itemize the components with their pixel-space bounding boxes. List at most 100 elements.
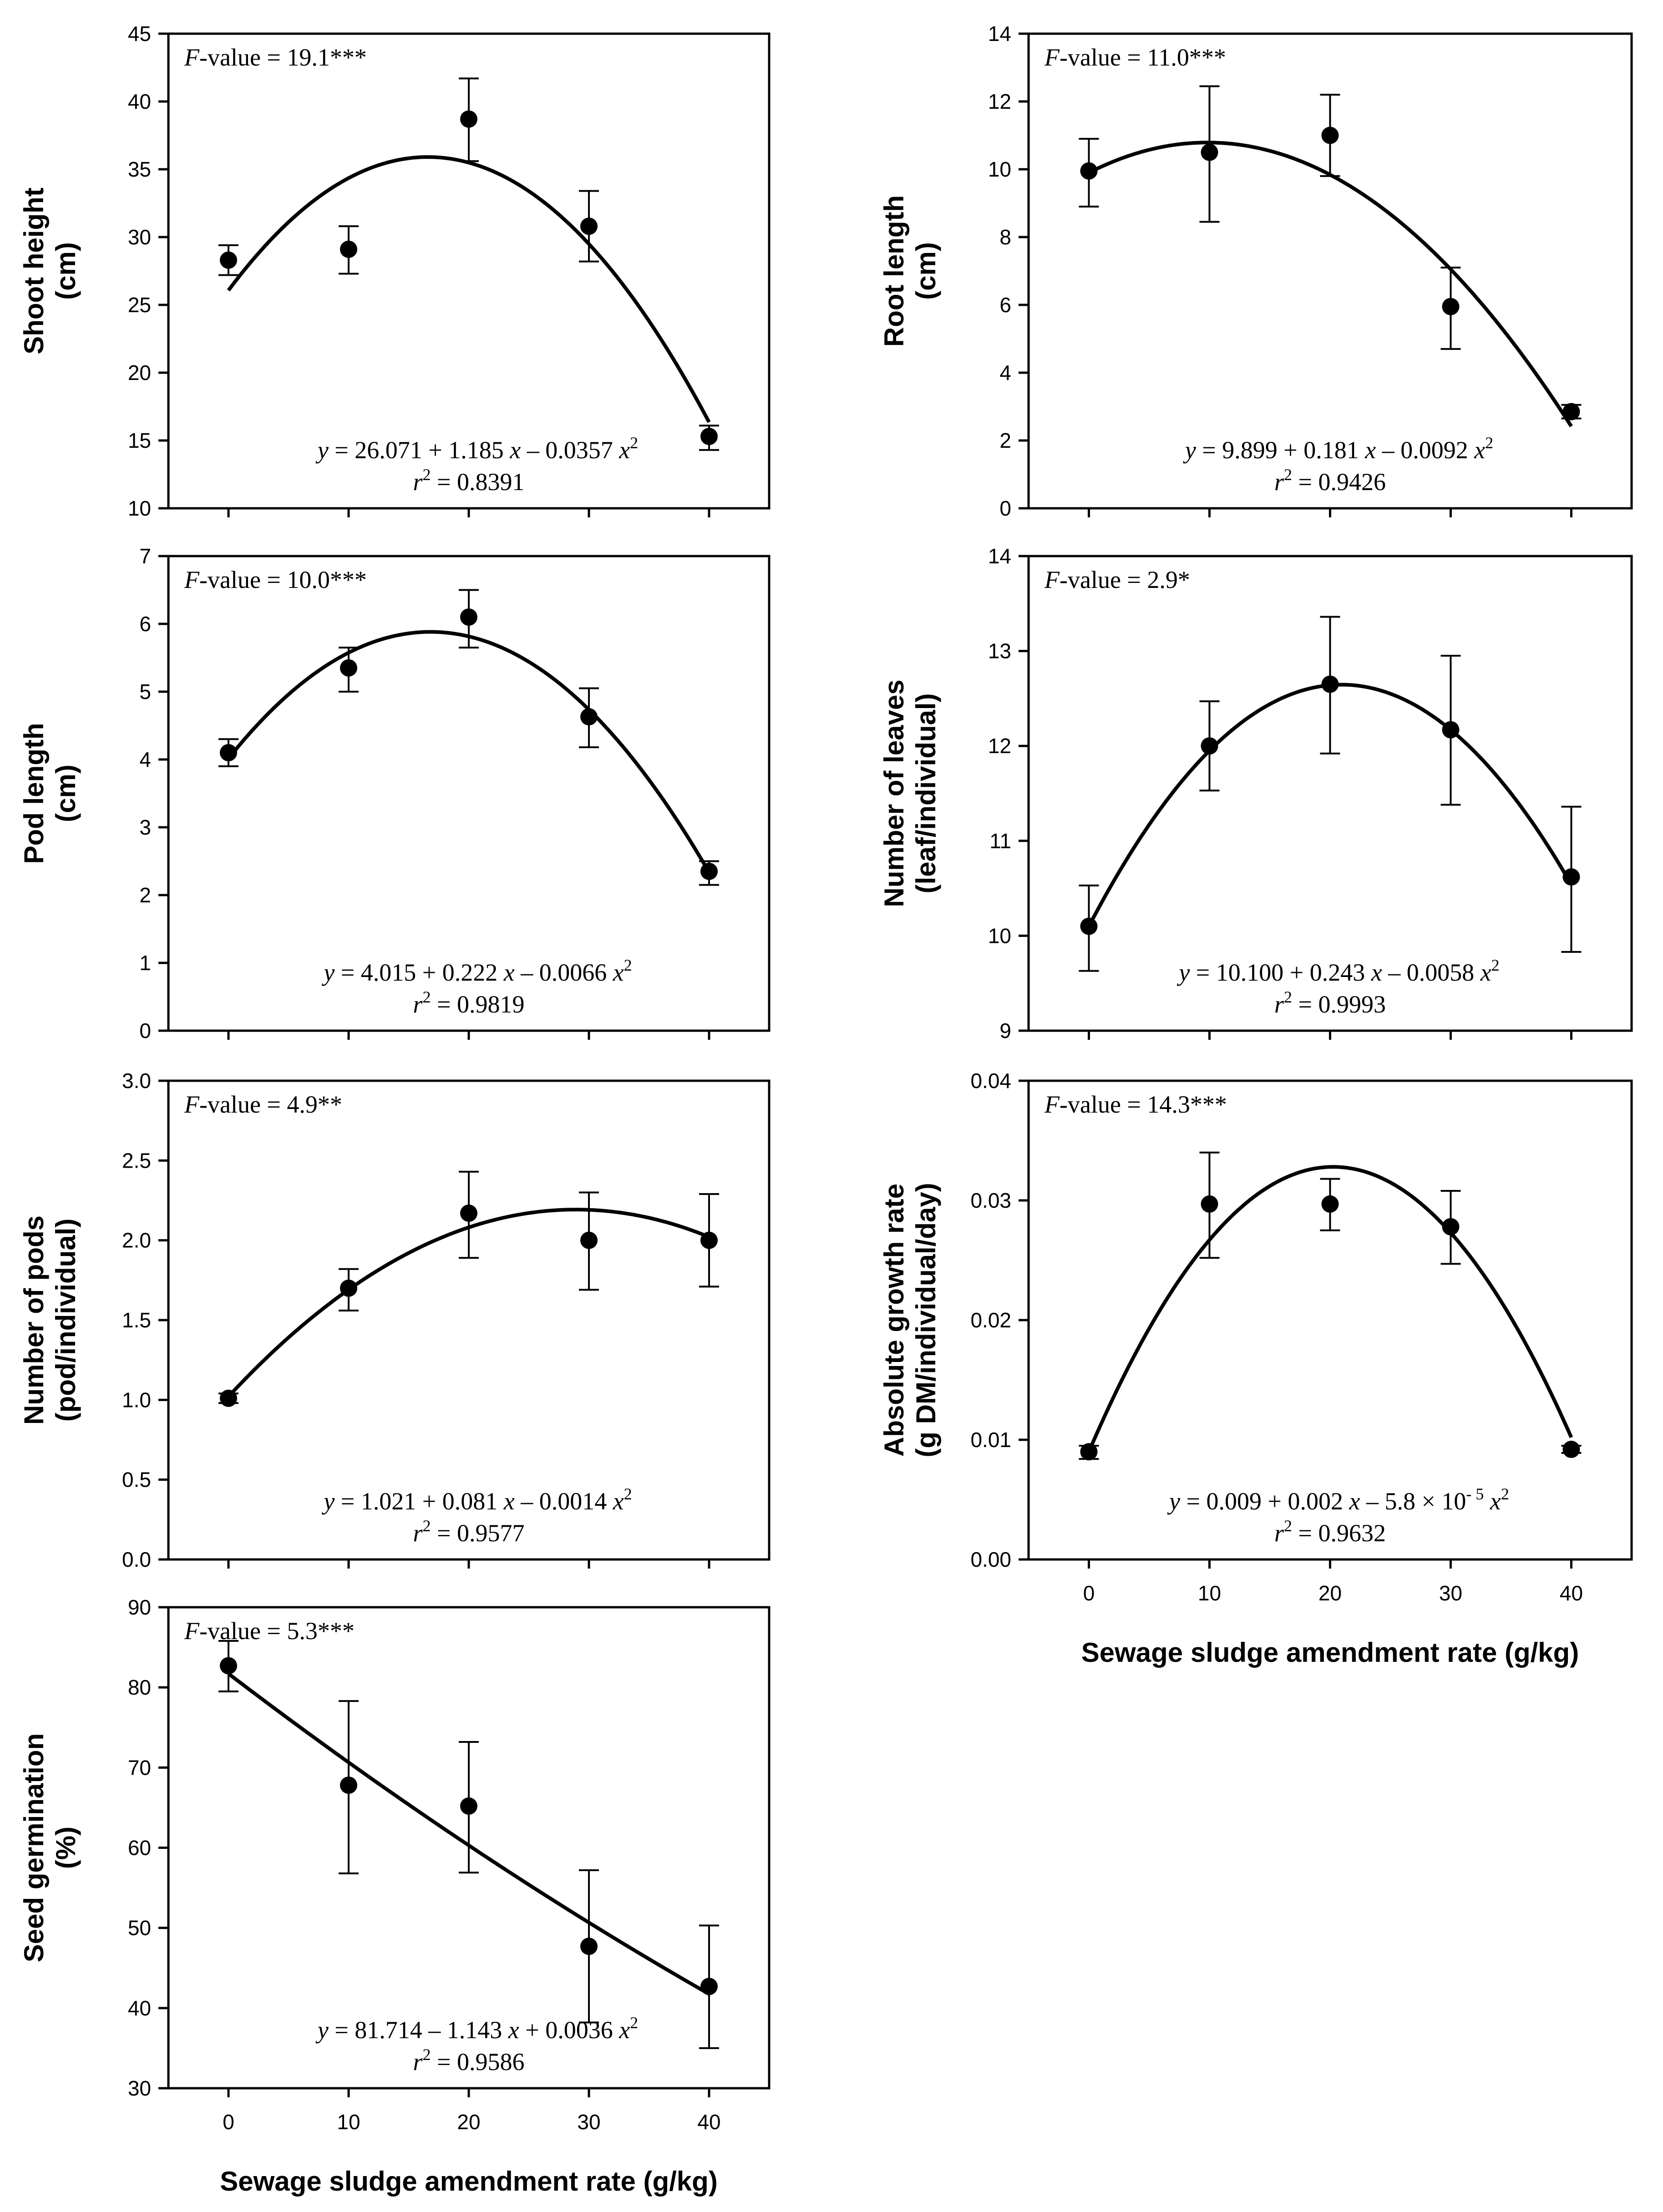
r2-sup: 2 <box>423 1517 431 1535</box>
eq-body: = 4.015 + 0.222 <box>335 959 503 986</box>
r2-text: = 0.9819 <box>431 991 525 1018</box>
eq-x: x <box>509 436 521 464</box>
eq-body: = 26.071 + 1.185 <box>329 436 510 464</box>
y-axis-title-line-2: (cm) <box>51 242 81 300</box>
f-value-text: -value = 14.3*** <box>1060 1091 1227 1118</box>
r-squared-label: r2 = 0.9819 <box>413 988 525 1018</box>
x-tick-label: 10 <box>1198 1581 1221 1605</box>
y-tick-label: 15 <box>128 429 151 452</box>
y-axis-title-line-1: Number of leaves <box>879 679 909 907</box>
y-axis-title-line-2: (%) <box>51 1827 81 1869</box>
y-tick-label: 3.0 <box>122 1069 151 1093</box>
eq-x: x <box>503 959 515 986</box>
y-axis-title: Root length(cm) <box>879 195 941 347</box>
panel-absolute-growth-rate: 0.00 0.01 0.02 0.03 0.04 0 10 20 30 40 Sewage slud… <box>879 1069 1633 1668</box>
y-axis-title: Pod length(cm) <box>19 723 81 864</box>
data-point <box>1562 403 1580 420</box>
eq-y: y <box>1176 959 1190 986</box>
eq-x2: x <box>613 959 624 986</box>
r2-sup: 2 <box>1284 1517 1292 1535</box>
eq-square: 2 <box>630 434 638 452</box>
y-tick-label: 45 <box>128 22 151 46</box>
y-tick-label: 2 <box>139 883 151 907</box>
y-tick-label: 14 <box>988 22 1011 46</box>
data-point <box>1321 675 1339 693</box>
x-tick-label: 40 <box>1560 1581 1583 1605</box>
eq-square: 2 <box>1491 956 1500 974</box>
y-tick-label: 1 <box>139 951 151 975</box>
eq-x2: x <box>1480 959 1491 986</box>
r-squared-label: r2 = 0.9426 <box>1274 466 1386 496</box>
data-point <box>220 1657 237 1675</box>
y-tick-label: 9 <box>999 1019 1011 1043</box>
r2-sup: 2 <box>423 2045 431 2064</box>
data-point <box>1080 917 1098 935</box>
data-point <box>220 744 237 762</box>
y-tick-label: 7 <box>139 544 151 568</box>
y-tick-label: 3 <box>139 815 151 839</box>
data-point <box>1201 143 1218 161</box>
f-italic: F <box>184 566 200 593</box>
y-tick-label: 2.5 <box>122 1149 151 1172</box>
r2-sup: 2 <box>423 466 431 484</box>
data-point <box>1080 162 1098 180</box>
data-point <box>580 708 598 726</box>
y-tick-label: 5 <box>139 680 151 704</box>
eq-x: x <box>1371 959 1382 986</box>
r2-r: r <box>1274 468 1284 496</box>
r-squared-label: r2 = 0.9632 <box>1274 1517 1386 1547</box>
panel-shoot-height: 10 15 20 25 30 35 40 45 Shoot height(cm) F-value … <box>19 22 771 520</box>
y-tick-label: 0.01 <box>970 1428 1011 1452</box>
fit-curve <box>227 630 711 874</box>
y-axis-title-line-1: Root length <box>879 195 909 347</box>
r-squared-label: r2 = 0.8391 <box>413 466 525 496</box>
y-axis-title-line-2: (pod/individual) <box>51 1219 81 1422</box>
y-tick-label: 25 <box>128 293 151 317</box>
data-point <box>1080 1443 1098 1461</box>
f-value-text: -value = 2.9* <box>1060 566 1190 593</box>
y-tick-label: 0.03 <box>970 1189 1011 1212</box>
y-tick-label: 0 <box>999 496 1011 520</box>
eq-body: = 9.899 + 0.181 <box>1196 436 1365 464</box>
f-italic: F <box>1044 1091 1060 1118</box>
eq-y: y <box>1183 436 1196 464</box>
r2-r: r <box>413 2048 423 2075</box>
y-tick-label: 12 <box>988 734 1011 758</box>
y-axis-title-line-2: (g DM/individual/day) <box>911 1183 941 1457</box>
r2-text: = 0.9577 <box>431 1519 525 1547</box>
r2-r: r <box>413 468 423 496</box>
y-tick-label: 12 <box>988 90 1011 113</box>
data-point <box>340 659 357 677</box>
y-tick-label: 0.02 <box>970 1308 1011 1332</box>
y-tick-label: 90 <box>128 1595 151 1619</box>
y-tick-label: 1.5 <box>122 1308 151 1332</box>
y-axis-title-line-2: (leaf/individual) <box>911 693 941 893</box>
data-point <box>460 1205 477 1222</box>
eq-x2: x <box>613 1488 624 1515</box>
y-tick-label: 35 <box>128 157 151 181</box>
r2-r: r <box>1274 991 1284 1018</box>
eq-square: 2 <box>1485 434 1493 452</box>
y-axis-title: Number of pods(pod/individual) <box>19 1215 81 1425</box>
eq-square: 2 <box>1501 1485 1509 1503</box>
y-axis-title: Seed germination(%) <box>19 1733 81 1962</box>
x-tick-label: 20 <box>1318 1581 1342 1605</box>
eq-exponent: - 5 <box>1466 1485 1484 1503</box>
y-tick-label: 30 <box>128 225 151 249</box>
data-point <box>580 1231 598 1249</box>
data-point <box>220 1389 237 1407</box>
data-point <box>700 1231 718 1249</box>
y-tick-label: 10 <box>988 924 1011 947</box>
eq-term: – 5.8 × 10 <box>1360 1488 1466 1515</box>
y-tick-label: 60 <box>128 1836 151 1860</box>
x-tick-label: 10 <box>337 2110 360 2134</box>
regression-equation: y = 81.714 – 1.143 x + 0.0036 x2 <box>315 2014 638 2044</box>
f-italic: F <box>184 1091 200 1118</box>
x-tick-label: 0 <box>223 2110 234 2134</box>
data-point <box>1442 1218 1460 1235</box>
y-tick-label: 10 <box>128 496 151 520</box>
y-axis-title-line-1: Absolute growth rate <box>879 1184 909 1457</box>
f-value-text: -value = 5.3*** <box>199 1617 355 1645</box>
r2-text: = 0.9426 <box>1292 468 1386 496</box>
y-axis-title: Shoot height(cm) <box>19 187 81 354</box>
